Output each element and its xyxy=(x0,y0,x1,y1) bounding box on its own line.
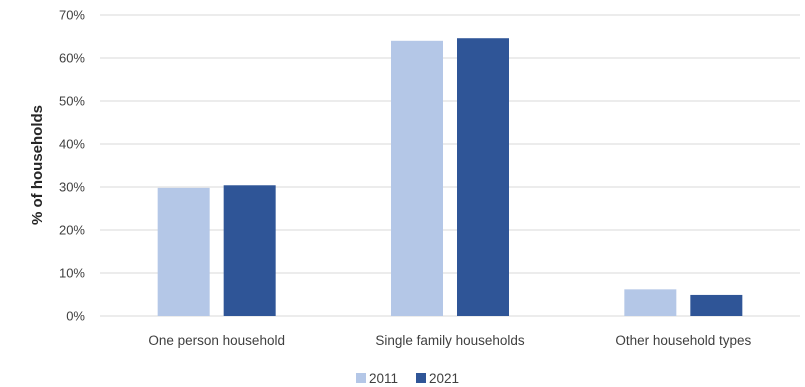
gridlines xyxy=(100,14,800,317)
x-category-label: Single family households xyxy=(375,333,525,348)
x-axis-categories: One person household Single family househ… xyxy=(148,333,751,348)
legend-swatch-2011 xyxy=(356,373,366,383)
y-tick-label: 70% xyxy=(59,8,85,23)
bar-2021 xyxy=(223,185,276,316)
y-tick-label: 60% xyxy=(59,51,85,66)
legend-swatch-2021 xyxy=(416,373,426,383)
y-tick-label: 30% xyxy=(59,180,85,195)
legend-label: 2021 xyxy=(429,371,459,386)
y-axis-ticks: 0% 10% 20% 30% 40% 50% 60% 70% xyxy=(59,8,85,324)
bar-2011 xyxy=(157,187,210,316)
x-category-label: Other household types xyxy=(615,333,751,348)
y-tick-label: 20% xyxy=(59,223,85,238)
bar-2021 xyxy=(690,294,743,316)
bar-2011 xyxy=(624,289,677,316)
bar-2021 xyxy=(457,38,509,316)
y-tick-label: 0% xyxy=(66,309,85,324)
bar-2011 xyxy=(391,40,443,317)
y-tick-label: 40% xyxy=(59,137,85,152)
y-tick-label: 10% xyxy=(59,266,85,281)
x-category-label: One person household xyxy=(148,333,285,348)
legend: 2011 2021 xyxy=(356,371,459,386)
bars xyxy=(157,38,743,317)
y-axis-label: % of households xyxy=(29,105,46,225)
y-tick-label: 50% xyxy=(59,94,85,109)
legend-label: 2011 xyxy=(369,371,398,386)
